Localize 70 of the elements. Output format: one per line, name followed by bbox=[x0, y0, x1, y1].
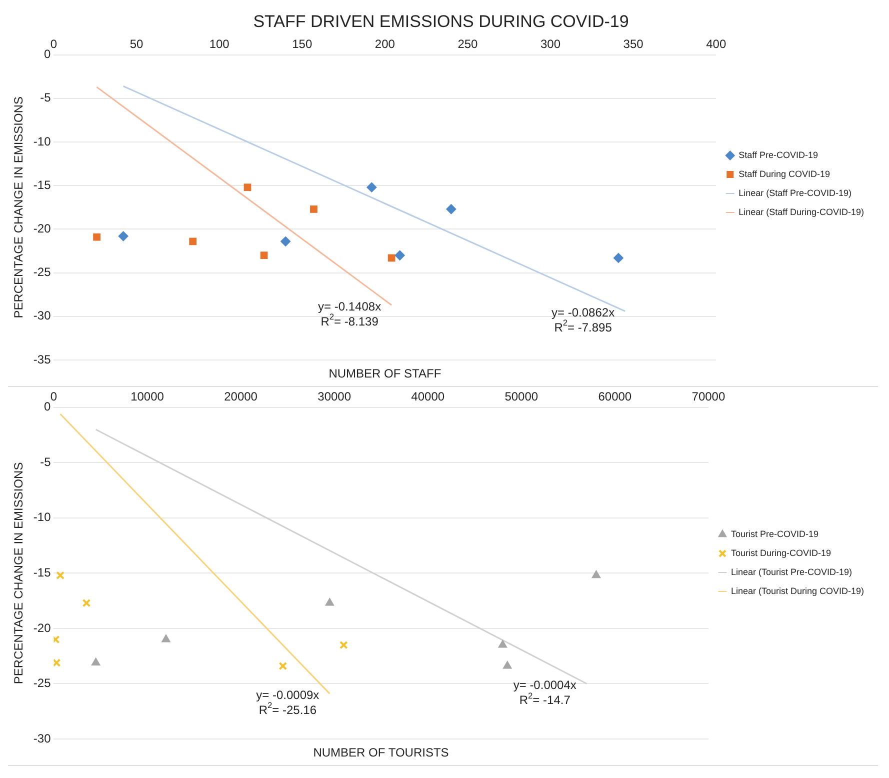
point bbox=[446, 204, 456, 214]
y-tick-label: -5 bbox=[40, 90, 52, 105]
point bbox=[54, 658, 61, 667]
x-tick-label: 70000 bbox=[692, 390, 726, 404]
y-tick-label: -15 bbox=[33, 566, 52, 580]
y-tick-label: -30 bbox=[33, 731, 52, 746]
x-axis-title: NUMBER OF STAFF bbox=[328, 366, 442, 380]
legend-label: Tourist During-COVID-19 bbox=[730, 548, 831, 558]
x-tick-label: 200 bbox=[374, 36, 396, 51]
point bbox=[310, 205, 318, 213]
point bbox=[189, 238, 197, 246]
x-tick-label: 60000 bbox=[598, 390, 632, 404]
x-tick-label: 50000 bbox=[504, 390, 538, 404]
annotation: y= -0.0009x bbox=[256, 688, 320, 702]
point bbox=[244, 184, 252, 192]
y-tick-label: -30 bbox=[33, 308, 52, 323]
y-tick-label: 0 bbox=[44, 47, 52, 62]
point bbox=[325, 598, 334, 606]
y-axis-title: PERCENTAGE CHANGE IN EMISSIONS bbox=[12, 96, 26, 318]
y-tick-label: -20 bbox=[33, 222, 52, 236]
y-axis-title: PERCENTAGE CHANGE IN EMISSIONS bbox=[12, 462, 26, 684]
point bbox=[502, 661, 512, 669]
point bbox=[162, 634, 170, 642]
y-tick-label: -10 bbox=[33, 510, 52, 524]
x-tick-label: 10000 bbox=[130, 390, 164, 404]
legend-label: Staff Pre-COVID-19 bbox=[738, 150, 818, 160]
point bbox=[278, 662, 288, 670]
point bbox=[366, 182, 377, 192]
legend-label: Tourist Pre-COVID-19 bbox=[730, 528, 818, 539]
x-tick-label: 400 bbox=[706, 36, 726, 51]
point bbox=[93, 233, 100, 241]
y-tick-label: -35 bbox=[33, 352, 52, 366]
point bbox=[340, 640, 348, 650]
point bbox=[388, 254, 396, 262]
x-tick-label: 50 bbox=[130, 36, 144, 51]
x-tick-label: 350 bbox=[623, 36, 644, 51]
legend-label: Linear (Tourist During COVID-19) bbox=[730, 586, 864, 596]
legend-label: Linear (Staff Pre-COVID-19) bbox=[738, 188, 852, 198]
y-tick-label: -5 bbox=[40, 454, 52, 469]
x-tick-label: 100 bbox=[209, 36, 230, 51]
legend-label: Linear (Staff During-COVID-19) bbox=[738, 206, 864, 217]
point bbox=[56, 571, 64, 580]
x-tick-label: 40000 bbox=[411, 390, 445, 404]
annotation: y= -0.0004x bbox=[513, 678, 576, 692]
point bbox=[613, 252, 624, 263]
point bbox=[592, 570, 601, 578]
y-tick-label: -20 bbox=[33, 620, 52, 635]
legend-label: Staff During COVID-19 bbox=[738, 168, 830, 179]
y-tick-label: -25 bbox=[33, 265, 52, 280]
point bbox=[498, 640, 508, 648]
annotation: y= -0.1408x bbox=[318, 299, 382, 314]
x-tick-label: 30000 bbox=[318, 390, 352, 404]
y-tick-label: -10 bbox=[33, 134, 52, 148]
legend-label: Linear (Tourist Pre-COVID-19) bbox=[730, 566, 852, 577]
x-tick-label: 20000 bbox=[224, 390, 258, 404]
point bbox=[280, 236, 291, 246]
chart-title: STAFF DRIVEN EMISSIONS DURING COVID-19 bbox=[253, 12, 629, 31]
x-tick-label: 300 bbox=[540, 36, 561, 51]
point bbox=[91, 658, 100, 666]
annotation: y= -0.0862x bbox=[552, 305, 615, 320]
y-tick-label: -25 bbox=[33, 676, 52, 690]
point bbox=[82, 598, 91, 608]
y-tick-label: -15 bbox=[33, 178, 52, 192]
x-axis-title: NUMBER OF TOURISTS bbox=[313, 745, 449, 760]
x-tick-label: 250 bbox=[458, 36, 478, 51]
y-tick-label: 0 bbox=[44, 400, 52, 414]
point bbox=[394, 250, 405, 260]
point bbox=[118, 231, 128, 242]
point bbox=[260, 252, 268, 260]
x-tick-label: 150 bbox=[292, 36, 312, 51]
